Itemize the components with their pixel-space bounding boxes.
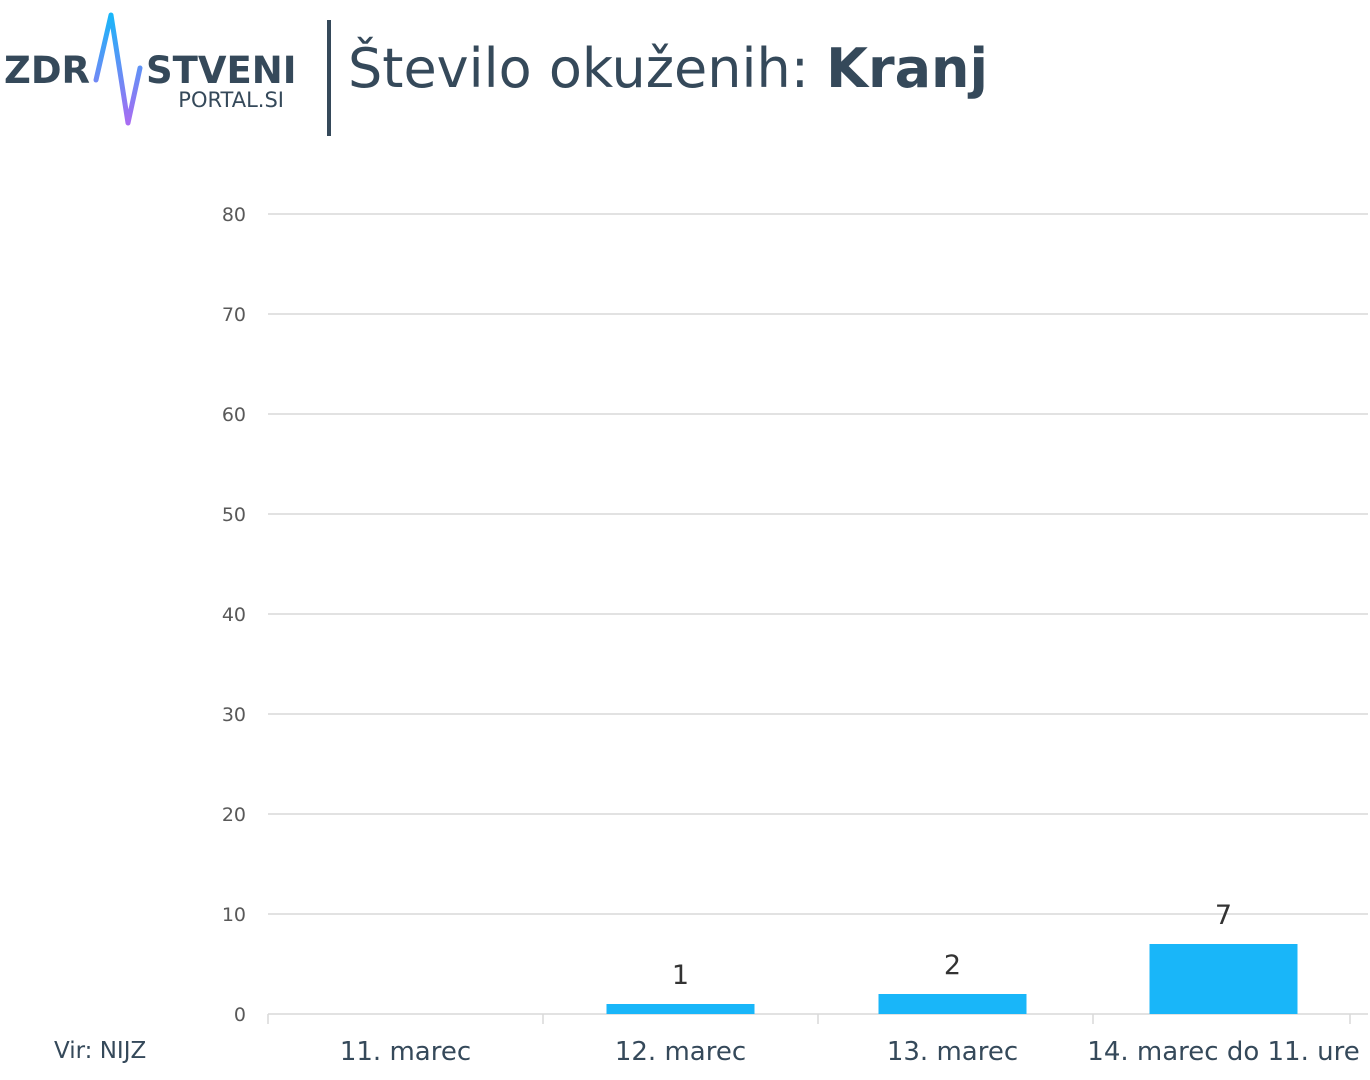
y-tick-label: 40 — [222, 604, 246, 626]
y-tick-label: 30 — [222, 704, 246, 726]
y-tick-label: 60 — [222, 404, 246, 426]
grid-lines — [268, 213, 1368, 915]
bar — [1149, 944, 1298, 1014]
y-tick-label: 0 — [234, 1004, 246, 1026]
data-label: 7 — [1215, 900, 1232, 931]
x-category-label: 11. marec — [340, 1037, 471, 1067]
bar — [878, 994, 1027, 1014]
chart-title-main: Število okuženih: — [348, 37, 827, 100]
y-axis-ticks: 0 10 20 30 40 50 60 70 80 — [222, 204, 246, 1026]
header-divider — [327, 20, 331, 136]
x-category-label: 12. marec — [615, 1037, 746, 1067]
y-tick-label: 80 — [222, 204, 246, 226]
y-tick-label: 50 — [222, 504, 246, 526]
bars — [606, 944, 1298, 1014]
data-label: 2 — [944, 950, 961, 981]
data-label: 1 — [672, 960, 689, 991]
data-labels: 1 2 7 — [672, 900, 1232, 991]
x-category-label: 14. marec do 11. ure — [1087, 1037, 1359, 1067]
logo-text-stveni: STVENI — [146, 49, 297, 92]
y-tick-label: 10 — [222, 904, 246, 926]
bar — [606, 1004, 755, 1014]
zdravstveni-portal-logo: ZDR STVENI PORTAL.SI — [4, 12, 297, 126]
chart-title-city: Kranj — [826, 37, 988, 100]
logo-text-portal: PORTAL.SI — [178, 88, 284, 112]
logo-text-zdr: ZDR — [4, 49, 90, 92]
source-note: Vir: NIJZ — [54, 1038, 147, 1064]
x-axis — [267, 1013, 1368, 1024]
y-tick-label: 70 — [222, 304, 246, 326]
chart-title: Število okuženih: Kranj — [348, 34, 988, 104]
x-axis-labels: 11. marec 12. marec 13. marec 14. marec do … — [340, 1037, 1360, 1067]
logo-pulse-icon — [93, 12, 143, 126]
x-category-label: 13. marec — [887, 1037, 1018, 1067]
y-tick-label: 20 — [222, 804, 246, 826]
